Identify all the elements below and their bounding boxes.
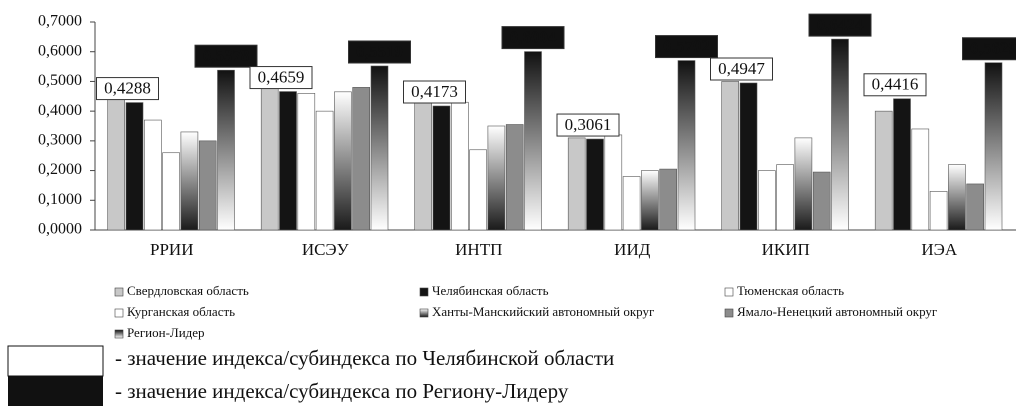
bar [604, 134, 623, 231]
note: - значение индекса/субиндекса по Региону… [115, 379, 569, 403]
legend-label: Курганская область [127, 304, 235, 319]
y-tick-label: 0,1000 [38, 191, 82, 208]
bar [432, 105, 451, 231]
note-swatch-black [8, 376, 103, 406]
value-label-box [249, 66, 313, 90]
legend-swatch [419, 308, 429, 318]
bar [334, 91, 352, 231]
bar [776, 164, 794, 231]
value-label: 0,5378 [203, 46, 250, 65]
legend-swatch [114, 287, 124, 297]
bar [279, 91, 297, 231]
value-label-box [863, 73, 927, 97]
value-label-box [808, 13, 872, 37]
bar [260, 87, 279, 231]
value-label-box [194, 44, 258, 68]
bar [831, 38, 849, 231]
bar [929, 191, 948, 231]
legend-swatch [419, 287, 429, 297]
y-tick-label: 0,4000 [38, 102, 82, 119]
value-label: 0,6004 [510, 28, 557, 47]
legend-label: Челябинская область [432, 283, 549, 298]
bar [911, 128, 930, 231]
bar [107, 98, 125, 231]
bar [370, 65, 389, 231]
bar [586, 138, 604, 231]
value-label: 0,4416 [872, 75, 919, 94]
y-tick-label: 0,3000 [38, 132, 82, 149]
note-swatch-white [7, 345, 104, 377]
value-label: 0,4659 [258, 67, 305, 86]
value-label: 0,6424 [817, 15, 864, 34]
legend-swatch [114, 329, 124, 339]
bar [217, 69, 235, 231]
value-label-box [962, 37, 1016, 61]
bar [966, 183, 985, 231]
legend-label: Тюменская область [737, 283, 844, 298]
x-tick-label: ИКИП [762, 240, 810, 259]
value-label: 0,4947 [718, 59, 765, 78]
legend-label: Ханты-Манскийский автономный округ [432, 304, 654, 319]
bar [414, 101, 433, 231]
bar [125, 102, 144, 231]
bar [641, 170, 659, 231]
bar [757, 170, 776, 231]
x-tick-label: ИИД [614, 240, 651, 259]
bar [984, 62, 1003, 231]
value-label-box [403, 80, 466, 104]
bar [487, 125, 506, 231]
value-label-box [96, 77, 159, 101]
bar [450, 101, 469, 231]
legend-swatch [724, 287, 734, 297]
x-tick-label: ИНТП [455, 240, 502, 259]
value-label: 0,5629 [970, 39, 1016, 58]
y-tick-label: 0,6000 [38, 42, 82, 59]
value-label: 0,5702 [663, 36, 710, 55]
value-label: 0,3061 [565, 115, 612, 134]
bar [739, 82, 758, 231]
value-label-box [501, 26, 565, 50]
bar [198, 140, 217, 231]
y-tick-label: 0,7000 [38, 13, 82, 30]
value-label-box [348, 40, 411, 64]
x-tick-label: РРИИ [150, 240, 193, 259]
bar [622, 176, 641, 231]
value-label: 0,4173 [411, 82, 458, 101]
x-tick-label: ИЭА [921, 240, 957, 259]
bar [352, 87, 371, 231]
note: - значение индекса/субиндекса по Челябин… [115, 346, 614, 370]
legend-label: Ямало-Ненецкий автономный округ [737, 304, 937, 319]
bar [162, 152, 180, 231]
bar [567, 137, 586, 231]
legend-swatch [724, 308, 734, 318]
value-label-box [556, 113, 620, 137]
value-label-box [710, 57, 773, 81]
value-label-box [655, 35, 718, 59]
bar [659, 168, 678, 231]
legend-swatch [114, 308, 124, 318]
y-tick-label: 0,0000 [38, 221, 82, 238]
bar [794, 137, 813, 231]
value-label: 0,5519 [356, 42, 403, 61]
value-label: 0,4288 [104, 78, 151, 97]
bar [524, 51, 542, 231]
bar [144, 119, 162, 231]
y-tick-label: 0,2000 [38, 161, 82, 178]
legend-label: Свердловская область [127, 283, 249, 298]
bar [812, 171, 831, 231]
bar [721, 81, 740, 231]
bar [180, 131, 199, 231]
bar [469, 149, 487, 231]
bar [874, 110, 893, 231]
y-tick-label: 0,5000 [38, 72, 82, 89]
bar [315, 110, 334, 231]
bar [948, 164, 966, 231]
bar [893, 98, 911, 231]
x-tick-label: ИСЭУ [302, 240, 350, 259]
bar [297, 93, 316, 231]
bar [677, 60, 696, 231]
legend-label: Регион-Лидер [127, 325, 205, 340]
bar [505, 124, 524, 231]
